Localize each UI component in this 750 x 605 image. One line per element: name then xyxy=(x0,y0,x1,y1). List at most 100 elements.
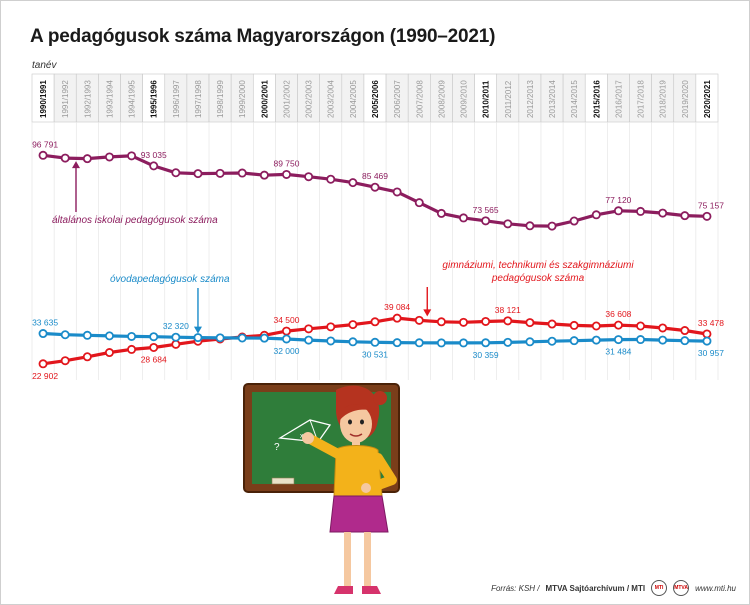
x-tick-label: 2014/2015 xyxy=(570,80,579,118)
data-label: 22 902 xyxy=(32,371,58,381)
series-name-label: általános iskolai pedagógusok száma xyxy=(52,215,218,226)
x-tick-label: 2005/2006 xyxy=(371,80,380,118)
data-point xyxy=(636,206,646,216)
data-label: 73 565 xyxy=(473,205,499,215)
series-name-label: gimnáziumi, technikumi és szakgimnáziumi xyxy=(442,260,634,271)
data-point xyxy=(304,172,314,182)
data-point xyxy=(392,187,402,197)
data-label: 39 084 xyxy=(384,302,410,312)
data-label: 85 469 xyxy=(362,171,388,181)
data-point xyxy=(215,168,225,178)
data-point xyxy=(171,339,181,349)
data-point xyxy=(569,216,579,226)
x-tick-label: 2012/2013 xyxy=(526,80,535,118)
data-point xyxy=(503,337,513,347)
data-point xyxy=(658,323,668,333)
footer: Forrás: KSH / MTVA Sajtóarchívum / MTI M… xyxy=(491,579,736,597)
data-label: 36 608 xyxy=(605,309,631,319)
data-point xyxy=(547,319,557,329)
data-point xyxy=(370,317,380,327)
data-point xyxy=(569,320,579,330)
data-point xyxy=(171,332,181,342)
data-point xyxy=(104,348,114,358)
data-point xyxy=(680,336,690,346)
x-tick-label: 1991/1992 xyxy=(61,80,70,118)
data-point xyxy=(613,320,623,330)
data-point xyxy=(525,318,535,328)
x-tick-label: 1993/1994 xyxy=(105,80,114,118)
data-point xyxy=(481,338,491,348)
data-point xyxy=(281,334,291,344)
data-label: 96 791 xyxy=(32,139,58,149)
x-tick-label: 2016/2017 xyxy=(614,80,623,118)
data-label: 89 750 xyxy=(273,158,299,168)
x-tick-label: 1992/1993 xyxy=(83,80,92,118)
arrow-head xyxy=(423,309,432,317)
data-point xyxy=(149,332,159,342)
data-point xyxy=(104,331,114,341)
x-tick-label: 2003/2004 xyxy=(327,80,336,118)
x-tick-label: 2000/2001 xyxy=(260,80,269,118)
data-point xyxy=(149,161,159,171)
data-label: 32 320 xyxy=(163,321,189,331)
x-tick-label: 2001/2002 xyxy=(282,80,291,118)
data-point xyxy=(127,331,137,341)
data-point xyxy=(414,198,424,208)
website-link[interactable]: www.mti.hu xyxy=(695,583,736,593)
data-point xyxy=(104,152,114,162)
x-tick-label: 1996/1997 xyxy=(172,80,181,118)
x-tick-label: 1994/1995 xyxy=(128,80,137,118)
data-point xyxy=(547,221,557,231)
data-point xyxy=(414,338,424,348)
data-point xyxy=(60,330,70,340)
chart-title: A pedagógusok száma Magyarországon (1990… xyxy=(30,26,496,47)
x-tick-label: 2013/2014 xyxy=(548,80,557,118)
data-label: 33 478 xyxy=(698,318,724,328)
source-text: Forrás: KSH / xyxy=(491,583,540,593)
data-point xyxy=(525,221,535,231)
data-point xyxy=(237,333,247,343)
data-point xyxy=(82,330,92,340)
x-axis-label: tanév xyxy=(32,60,57,71)
svg-text:x: x xyxy=(300,433,304,440)
agency-text: MTVA Sajtóarchívum / MTI xyxy=(545,583,646,593)
data-point xyxy=(702,329,712,339)
mti-logo: MTI xyxy=(651,580,668,596)
data-label: 93 035 xyxy=(141,150,167,160)
data-point xyxy=(60,356,70,366)
data-point xyxy=(436,317,446,327)
data-label: 33 635 xyxy=(32,318,58,328)
x-tick-label: 2004/2005 xyxy=(349,80,358,118)
x-tick-label: 2020/2021 xyxy=(703,80,712,118)
data-point xyxy=(215,333,225,343)
data-point xyxy=(82,154,92,164)
arrow-head xyxy=(72,161,80,169)
data-point xyxy=(658,208,668,218)
data-point xyxy=(259,333,269,343)
data-point xyxy=(392,338,402,348)
data-point xyxy=(547,336,557,346)
data-point xyxy=(702,211,712,221)
data-point xyxy=(503,219,513,229)
data-point xyxy=(613,206,623,216)
data-point xyxy=(436,338,446,348)
data-point xyxy=(304,335,314,345)
x-tick-label: 2008/2009 xyxy=(437,80,446,118)
data-point xyxy=(281,169,291,179)
data-point xyxy=(38,150,48,160)
data-point xyxy=(525,337,535,347)
data-point xyxy=(326,322,336,332)
x-tick-label: 2009/2010 xyxy=(460,80,469,118)
data-point xyxy=(481,316,491,326)
data-point xyxy=(370,182,380,192)
data-point xyxy=(591,321,601,331)
x-tick-label: 2006/2007 xyxy=(393,80,402,118)
svg-text:?: ? xyxy=(274,442,280,453)
arrow-head xyxy=(193,326,202,334)
data-point xyxy=(149,342,159,352)
x-tick-label: 2002/2003 xyxy=(305,80,314,118)
data-point xyxy=(171,168,181,178)
x-tick-label: 1998/1999 xyxy=(216,80,225,118)
data-point xyxy=(414,315,424,325)
